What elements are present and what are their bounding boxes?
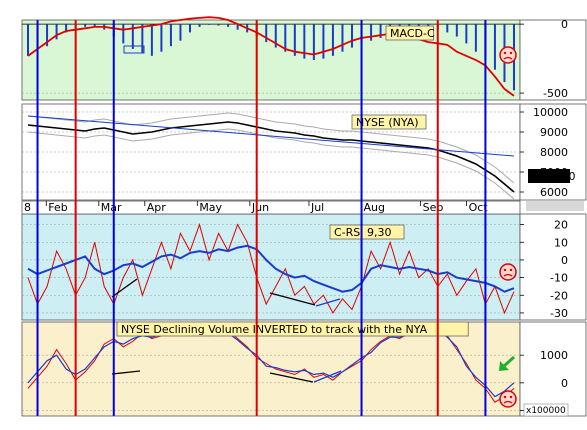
volume-title: NYSE Declining Volume INVERTED to track … bbox=[116, 321, 469, 337]
panel-title-box bbox=[329, 224, 405, 240]
panel-title: NYSE (NYA) bbox=[356, 116, 419, 129]
panel-axis-area bbox=[519, 321, 587, 417]
x-axis-filler bbox=[526, 201, 584, 211]
x-month-label: Apr bbox=[147, 201, 167, 214]
panel-plot-area bbox=[21, 19, 521, 101]
sad-face-circle bbox=[499, 263, 517, 281]
x-month-label: Jul bbox=[310, 201, 324, 214]
arrow-down-left-icon bbox=[499, 355, 516, 371]
sad-face-circle bbox=[499, 46, 517, 64]
sad-face-mouth bbox=[503, 56, 513, 60]
y-tick-label: -20 bbox=[550, 289, 568, 302]
panel-axis-area bbox=[519, 213, 587, 321]
y-tick-label: 0 bbox=[561, 377, 568, 390]
divergence-line bbox=[313, 370, 342, 383]
rsi-slow-line bbox=[27, 244, 515, 293]
panel-nya: 100009000800070006000NYSE (NYA)5970.90 bbox=[21, 103, 587, 201]
trendline bbox=[27, 115, 515, 157]
panel-macd: 0 -500 MACD-C bbox=[21, 16, 587, 101]
y-tick-label: 0 bbox=[561, 18, 568, 31]
y-tick-label: 10 bbox=[554, 236, 568, 249]
x-axis-band bbox=[21, 200, 521, 215]
sad-face-mouth bbox=[503, 400, 513, 404]
nya-title: NYSE (NYA) bbox=[351, 114, 427, 130]
panel-axis-area bbox=[519, 19, 587, 101]
y-tick-label: 10000 bbox=[533, 106, 568, 119]
crsi-status-icon bbox=[499, 263, 517, 281]
y-tick-label: 8000 bbox=[540, 146, 568, 159]
multiplier-label: x100000 bbox=[526, 406, 566, 416]
sad-face-eye bbox=[509, 395, 513, 399]
crsi-title: C-RSI 9,30 bbox=[329, 224, 405, 240]
upper-envelope bbox=[27, 112, 515, 184]
panel-title-box bbox=[116, 321, 469, 337]
rsi-fast-line bbox=[27, 222, 515, 315]
y-tick-label: 20 bbox=[554, 219, 568, 232]
macd-line bbox=[27, 16, 515, 97]
multiplier-box bbox=[523, 403, 569, 417]
macd-status-icon bbox=[499, 46, 517, 64]
last-value-badge: 5970.90 bbox=[528, 169, 576, 183]
sad-face-eye bbox=[503, 268, 507, 272]
panel-plot-area bbox=[21, 213, 521, 321]
sad-face-eye bbox=[509, 268, 513, 272]
x-month-label: Sep bbox=[423, 201, 444, 214]
y-tick-label: 1000 bbox=[540, 349, 568, 362]
divergence-line bbox=[269, 292, 316, 306]
lower-envelope bbox=[27, 128, 515, 200]
y-tick-label: 9000 bbox=[540, 126, 568, 139]
x-month-label: Feb bbox=[48, 201, 67, 214]
panel-title: C-RSI 9,30 bbox=[334, 226, 392, 239]
macd-title: MACD-C bbox=[385, 25, 435, 41]
panel-title-box bbox=[351, 114, 427, 130]
sad-face-circle bbox=[499, 390, 517, 408]
x-start-label: 8 bbox=[24, 201, 31, 214]
divergence-line bbox=[269, 372, 314, 383]
arrow-shaft bbox=[501, 355, 516, 369]
divergence-line bbox=[111, 278, 138, 298]
sad-face-eye bbox=[509, 51, 513, 55]
x-month-label: Jun bbox=[251, 201, 269, 214]
x-month-label: May bbox=[199, 201, 222, 214]
x-month-label: Oct bbox=[469, 201, 489, 214]
panel-title: NYSE Declining Volume INVERTED to track … bbox=[121, 323, 428, 336]
multiplier-badge: x100000 bbox=[523, 403, 569, 417]
y-tick-label: -30 bbox=[550, 307, 568, 320]
y-tick-label: -10 bbox=[550, 272, 568, 285]
panel-volume: -100001000NYSE Declining Volume INVERTED… bbox=[21, 321, 587, 417]
volume-status-icon bbox=[499, 390, 517, 408]
highlight-box bbox=[123, 45, 145, 54]
last-value-label: 5970.90 bbox=[530, 170, 576, 183]
arrow-head bbox=[499, 361, 509, 371]
divergence-line bbox=[315, 298, 341, 307]
x-axis: 8 Feb Mar Apr May Jun Jul Aug Sep Oct bbox=[21, 200, 584, 215]
x-month-label: Mar bbox=[101, 201, 122, 214]
vertical-markers bbox=[36, 20, 487, 416]
panel-title-box bbox=[385, 25, 434, 41]
panel-crsi: 20 10 0 -10 -20 -30 C-RSI 9,30 bbox=[21, 213, 587, 321]
x-month-label: Aug bbox=[364, 201, 385, 214]
sad-face-eye bbox=[503, 51, 507, 55]
last-value-box bbox=[528, 169, 570, 183]
y-tick-label: -500 bbox=[543, 87, 568, 100]
panel-title: MACD-C bbox=[390, 27, 435, 40]
y-tick-label: 6000 bbox=[540, 186, 568, 199]
sad-face-mouth bbox=[503, 273, 513, 277]
divergence-line bbox=[111, 370, 141, 375]
y-tick-label: 0 bbox=[561, 254, 568, 267]
sad-face-eye bbox=[503, 395, 507, 399]
